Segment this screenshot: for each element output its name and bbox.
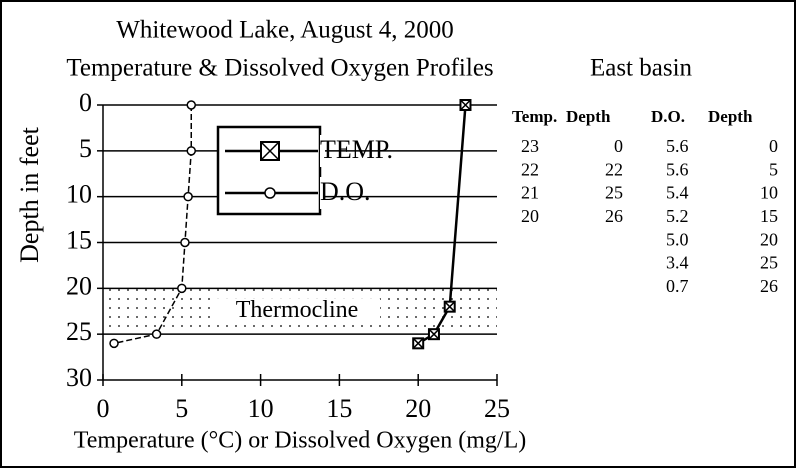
marker-shape <box>186 100 197 110</box>
y-tick-label: 10 <box>66 180 92 209</box>
table-cell: 5.4 <box>666 183 689 203</box>
table-cell: 22 <box>521 159 539 179</box>
legend-text-bg <box>320 135 325 167</box>
table-header: Temp. <box>512 107 557 126</box>
legend-label: TEMP. <box>320 135 393 164</box>
marker-cross <box>412 337 424 349</box>
marker-cross <box>428 328 440 340</box>
x-tick-label: 20 <box>405 394 431 423</box>
x-tick-label: 0 <box>97 394 110 423</box>
table-header: D.O. <box>651 107 685 126</box>
y-axis-label: Depth in feet <box>15 126 44 263</box>
circle-marker <box>151 329 162 339</box>
table-cell: 0.7 <box>666 276 689 296</box>
legend-box <box>216 125 322 216</box>
chart-subtitle: Temperature & Dissolved Oxygen Profiles <box>66 55 493 82</box>
table-cell: 25 <box>760 253 778 273</box>
circle-marker <box>264 187 276 199</box>
table-cell: 20 <box>521 206 539 226</box>
marker-shape <box>183 191 193 202</box>
y-tick-label: 30 <box>66 363 92 392</box>
legend-label: D.O. <box>320 177 371 206</box>
table-cell: 0 <box>769 136 778 156</box>
circle-marker <box>183 191 193 202</box>
marker-shape <box>151 329 162 339</box>
x-tick-label: 25 <box>484 394 510 423</box>
thermocline-label-bg <box>214 298 380 325</box>
table-cell: 21 <box>521 183 539 203</box>
table-cell: 0 <box>614 136 623 156</box>
table-cell: 10 <box>760 183 778 203</box>
circle-marker <box>186 100 197 110</box>
thermocline-label: Thermocline <box>236 297 359 323</box>
marker-shape <box>109 338 119 349</box>
marker-shape <box>264 187 276 199</box>
table-cell: 23 <box>521 136 539 156</box>
marker-shape <box>180 237 190 248</box>
x-axis-label: Temperature (°C) or Dissolved Oxygen (mg… <box>74 428 526 454</box>
circle-marker <box>109 338 119 349</box>
square-marker <box>443 300 456 313</box>
y-tick-label: 20 <box>66 271 92 300</box>
y-tick-label: 0 <box>79 88 92 117</box>
table-header: Depth <box>708 107 753 126</box>
x-tick-label: 5 <box>175 394 188 423</box>
y-tick-label: 15 <box>66 225 92 254</box>
table-cell: 5.6 <box>666 136 689 156</box>
table-cell: 5.2 <box>666 206 689 226</box>
table-cell: 5 <box>769 159 778 179</box>
marker-cross <box>260 141 280 161</box>
table-cell: 3.4 <box>666 253 689 273</box>
circle-marker <box>180 237 190 248</box>
square-marker <box>459 99 472 111</box>
table-cell: 26 <box>605 206 623 226</box>
table-cell: 5.6 <box>666 159 689 179</box>
location-label: East basin <box>590 55 693 82</box>
table-cell: 25 <box>605 183 623 203</box>
table-cell: 26 <box>760 276 778 296</box>
table-cell: 20 <box>760 229 778 249</box>
circle-marker <box>186 146 197 156</box>
table-header: Depth <box>566 107 611 126</box>
marker-cross <box>459 99 472 111</box>
marker-shape <box>186 146 197 156</box>
series-line <box>417 104 467 345</box>
x-tick-label: 10 <box>248 394 274 423</box>
square-marker <box>260 141 280 161</box>
y-tick-label: 5 <box>79 134 92 163</box>
square-marker <box>412 337 425 350</box>
legend-text-bg <box>320 177 325 209</box>
y-tick-label: 25 <box>66 317 92 346</box>
marker-shape <box>177 283 187 294</box>
table-cell: 15 <box>760 206 778 226</box>
chart-title: Whitewood Lake, August 4, 2000 <box>116 17 453 44</box>
marker-cross <box>444 301 456 313</box>
square-marker <box>427 328 440 341</box>
circle-marker <box>177 283 187 294</box>
table-cell: 5.0 <box>666 229 689 249</box>
table-cell: 22 <box>605 159 623 179</box>
x-tick-label: 15 <box>326 394 352 423</box>
